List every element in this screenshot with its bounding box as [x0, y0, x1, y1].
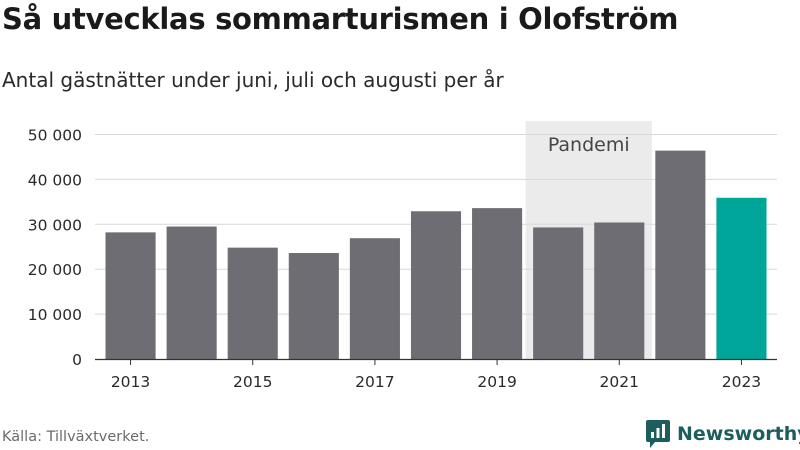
source-note: Källa: Tillväxtverket. [2, 429, 150, 445]
x-tick-label: 2023 [722, 373, 761, 391]
y-tick-label: 10 000 [28, 306, 82, 324]
bar-2020 [533, 227, 584, 359]
x-tick-label: 2017 [355, 373, 394, 391]
bar-2014 [166, 226, 217, 359]
bar-2021 [594, 222, 645, 359]
y-tick-label: 30 000 [28, 216, 82, 234]
annotation-label: Pandemi [548, 134, 630, 156]
chart-title: Så utvecklas sommarturismen i Olofström [2, 2, 679, 36]
y-tick-label: 20 000 [28, 261, 82, 279]
bar-2013 [105, 232, 156, 359]
brand-logo: Newsworthy [645, 419, 800, 449]
bar-2017 [349, 238, 400, 359]
bar-2015 [227, 247, 278, 359]
x-tick-label: 2013 [111, 373, 150, 391]
bar-2019 [472, 208, 523, 359]
bar-2016 [288, 253, 339, 359]
bar-2018 [410, 211, 462, 359]
chart-subtitle: Antal gästnätter under juni, juli och au… [2, 68, 504, 92]
x-tick-label: 2021 [600, 373, 639, 391]
bar-2022 [655, 150, 706, 359]
y-tick-label: 40 000 [28, 171, 82, 189]
y-tick-label: 50 000 [28, 126, 82, 144]
bar-2023 [716, 197, 767, 359]
newsworthy-logo-icon [646, 420, 670, 448]
x-tick-label: 2019 [477, 373, 516, 391]
x-tick-label: 2015 [233, 373, 272, 391]
y-tick-label: 0 [72, 351, 82, 369]
brand-name: Newsworthy [677, 423, 800, 445]
